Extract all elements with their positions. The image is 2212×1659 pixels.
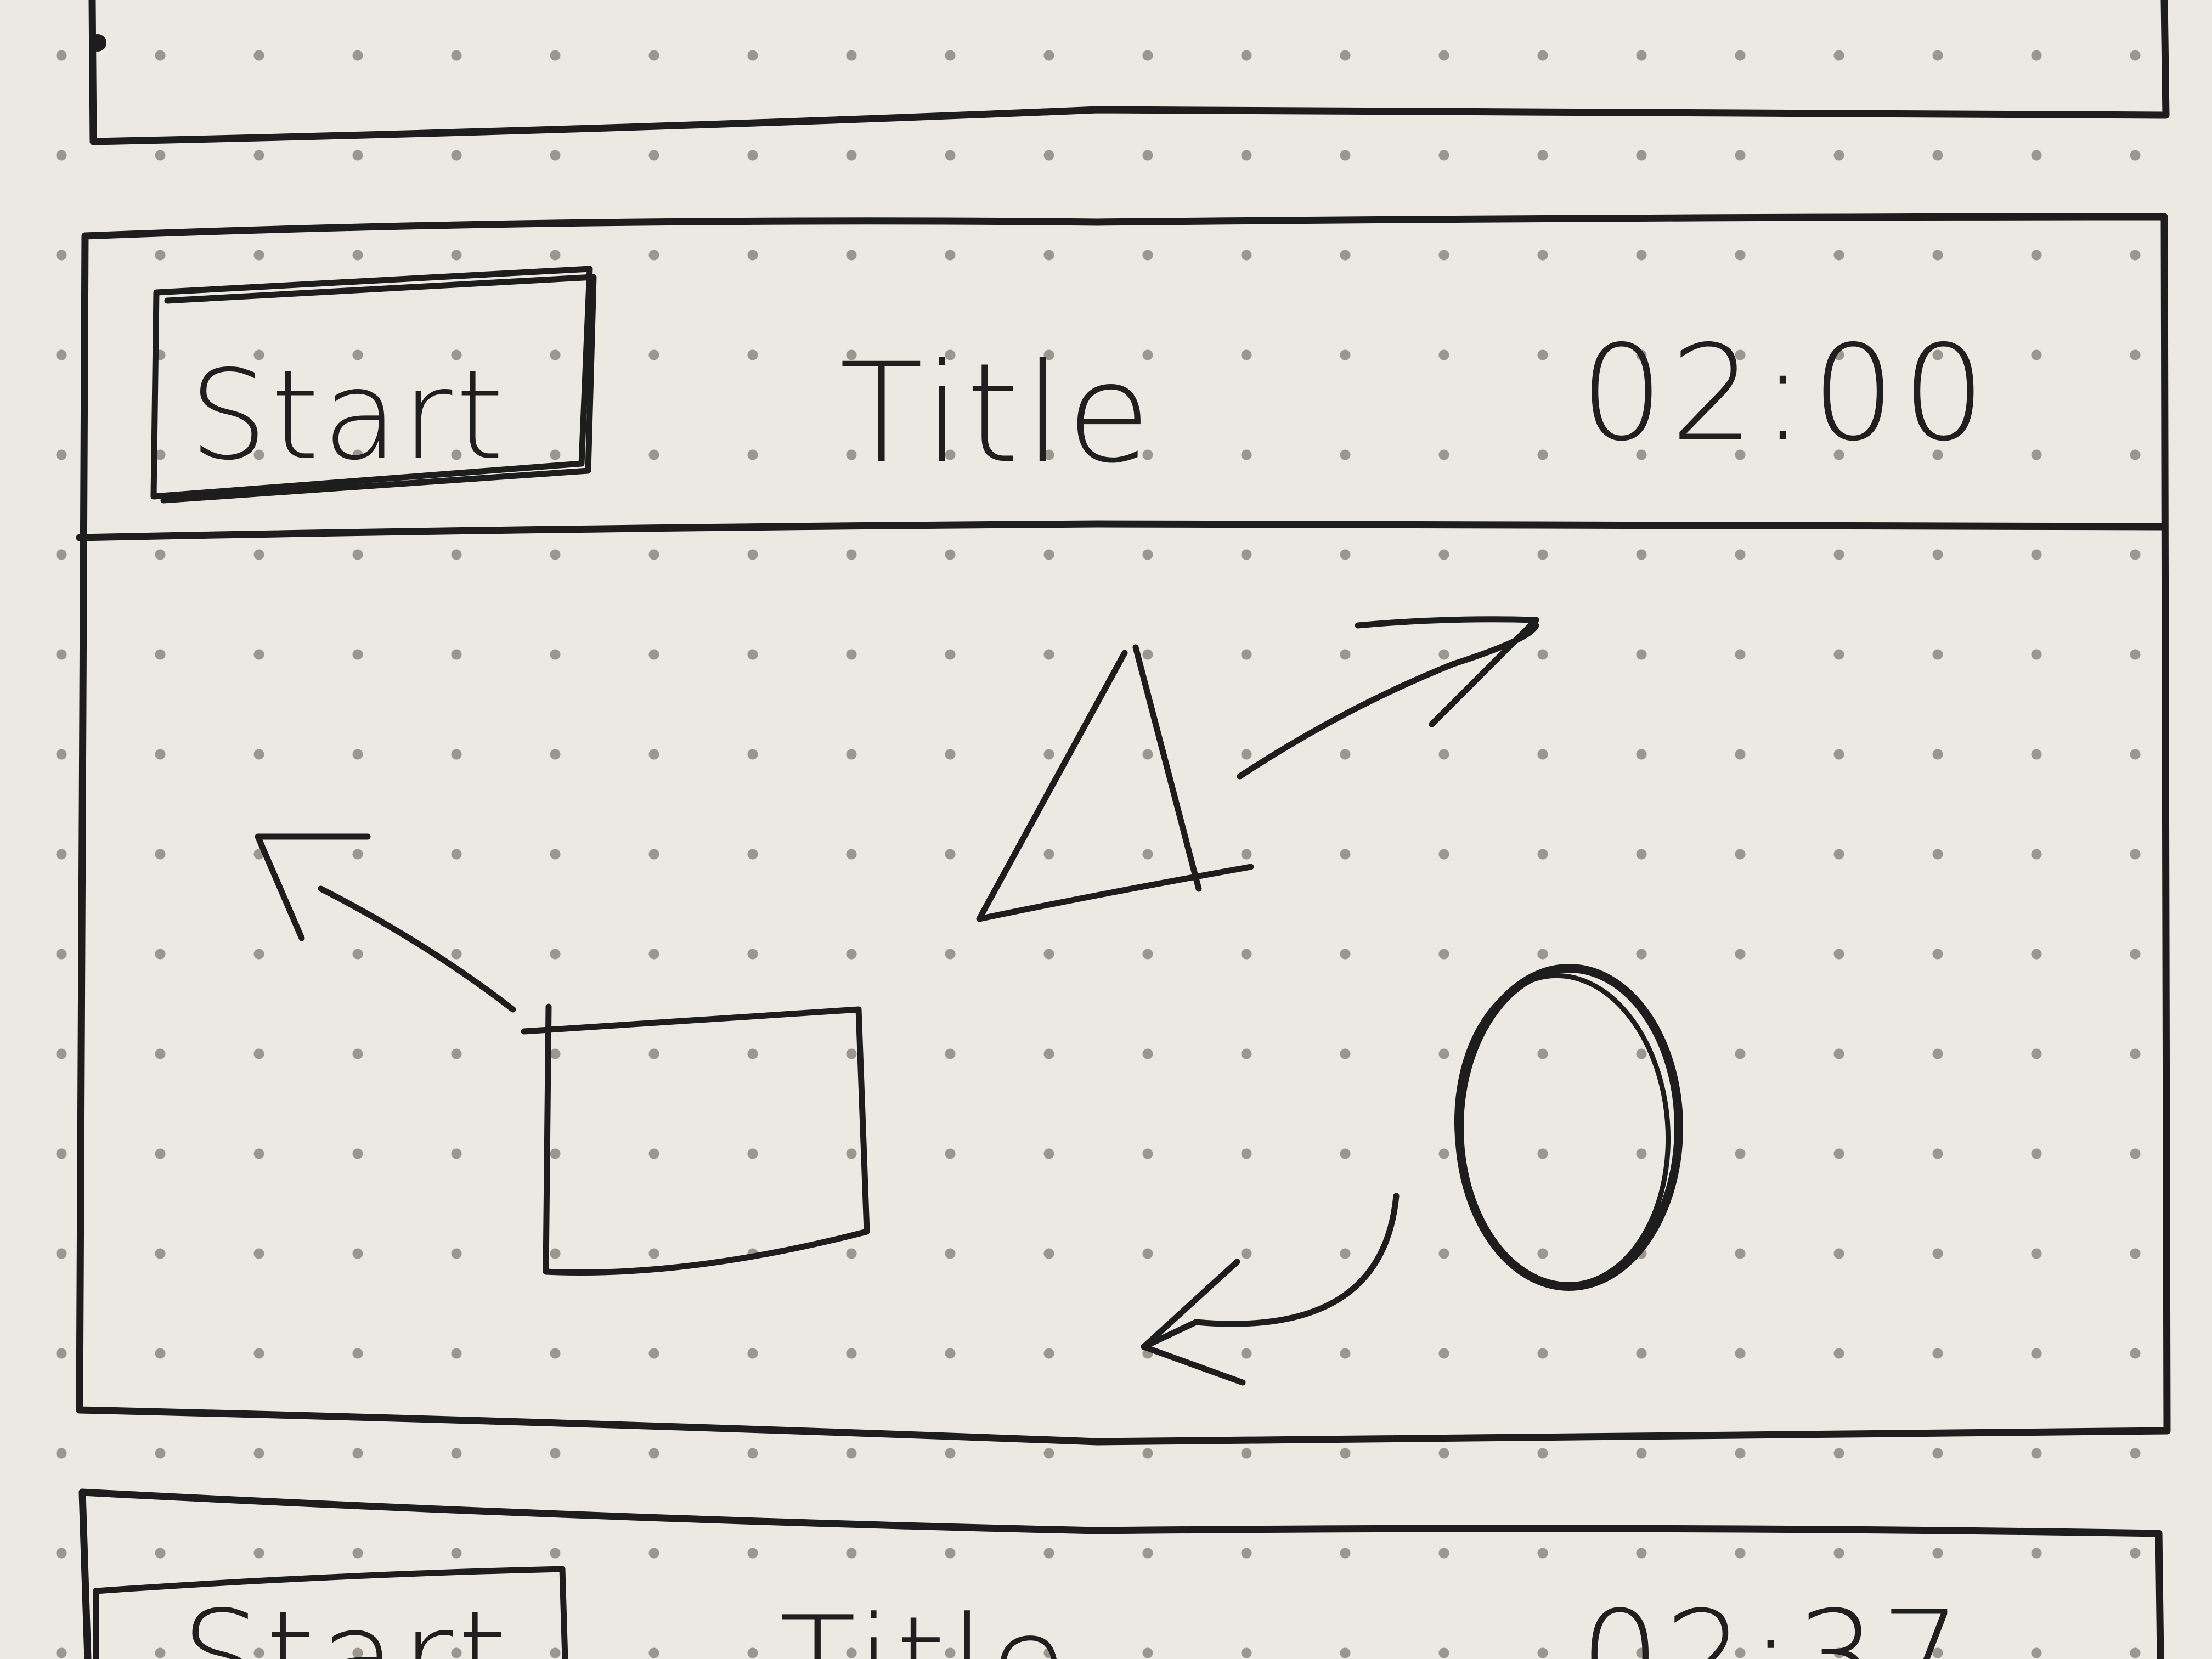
page-title: Title <box>839 334 1155 493</box>
start-button[interactable]: Start <box>150 266 597 504</box>
arrow-up-left <box>255 833 516 1013</box>
arrow-up-right <box>1237 616 1539 780</box>
next-timer-display: 02:37 <box>1580 1584 1966 1659</box>
timer-display: 02:00 <box>1580 317 1993 470</box>
screen-frame <box>76 213 2171 1446</box>
next-screen-frame <box>78 1488 2164 1659</box>
header-divider <box>76 520 2169 541</box>
next-start-button-label: Start <box>181 1584 511 1659</box>
rectangle-shape[interactable] <box>521 1003 870 1276</box>
start-button-label: Start <box>189 344 507 488</box>
circle-shape[interactable] <box>1447 964 1683 1292</box>
arrow-down-left <box>1141 1193 1400 1386</box>
triangle-shape[interactable] <box>976 644 1254 922</box>
previous-screen-frame <box>88 0 2170 145</box>
next-page-title: Title <box>779 1590 1071 1659</box>
